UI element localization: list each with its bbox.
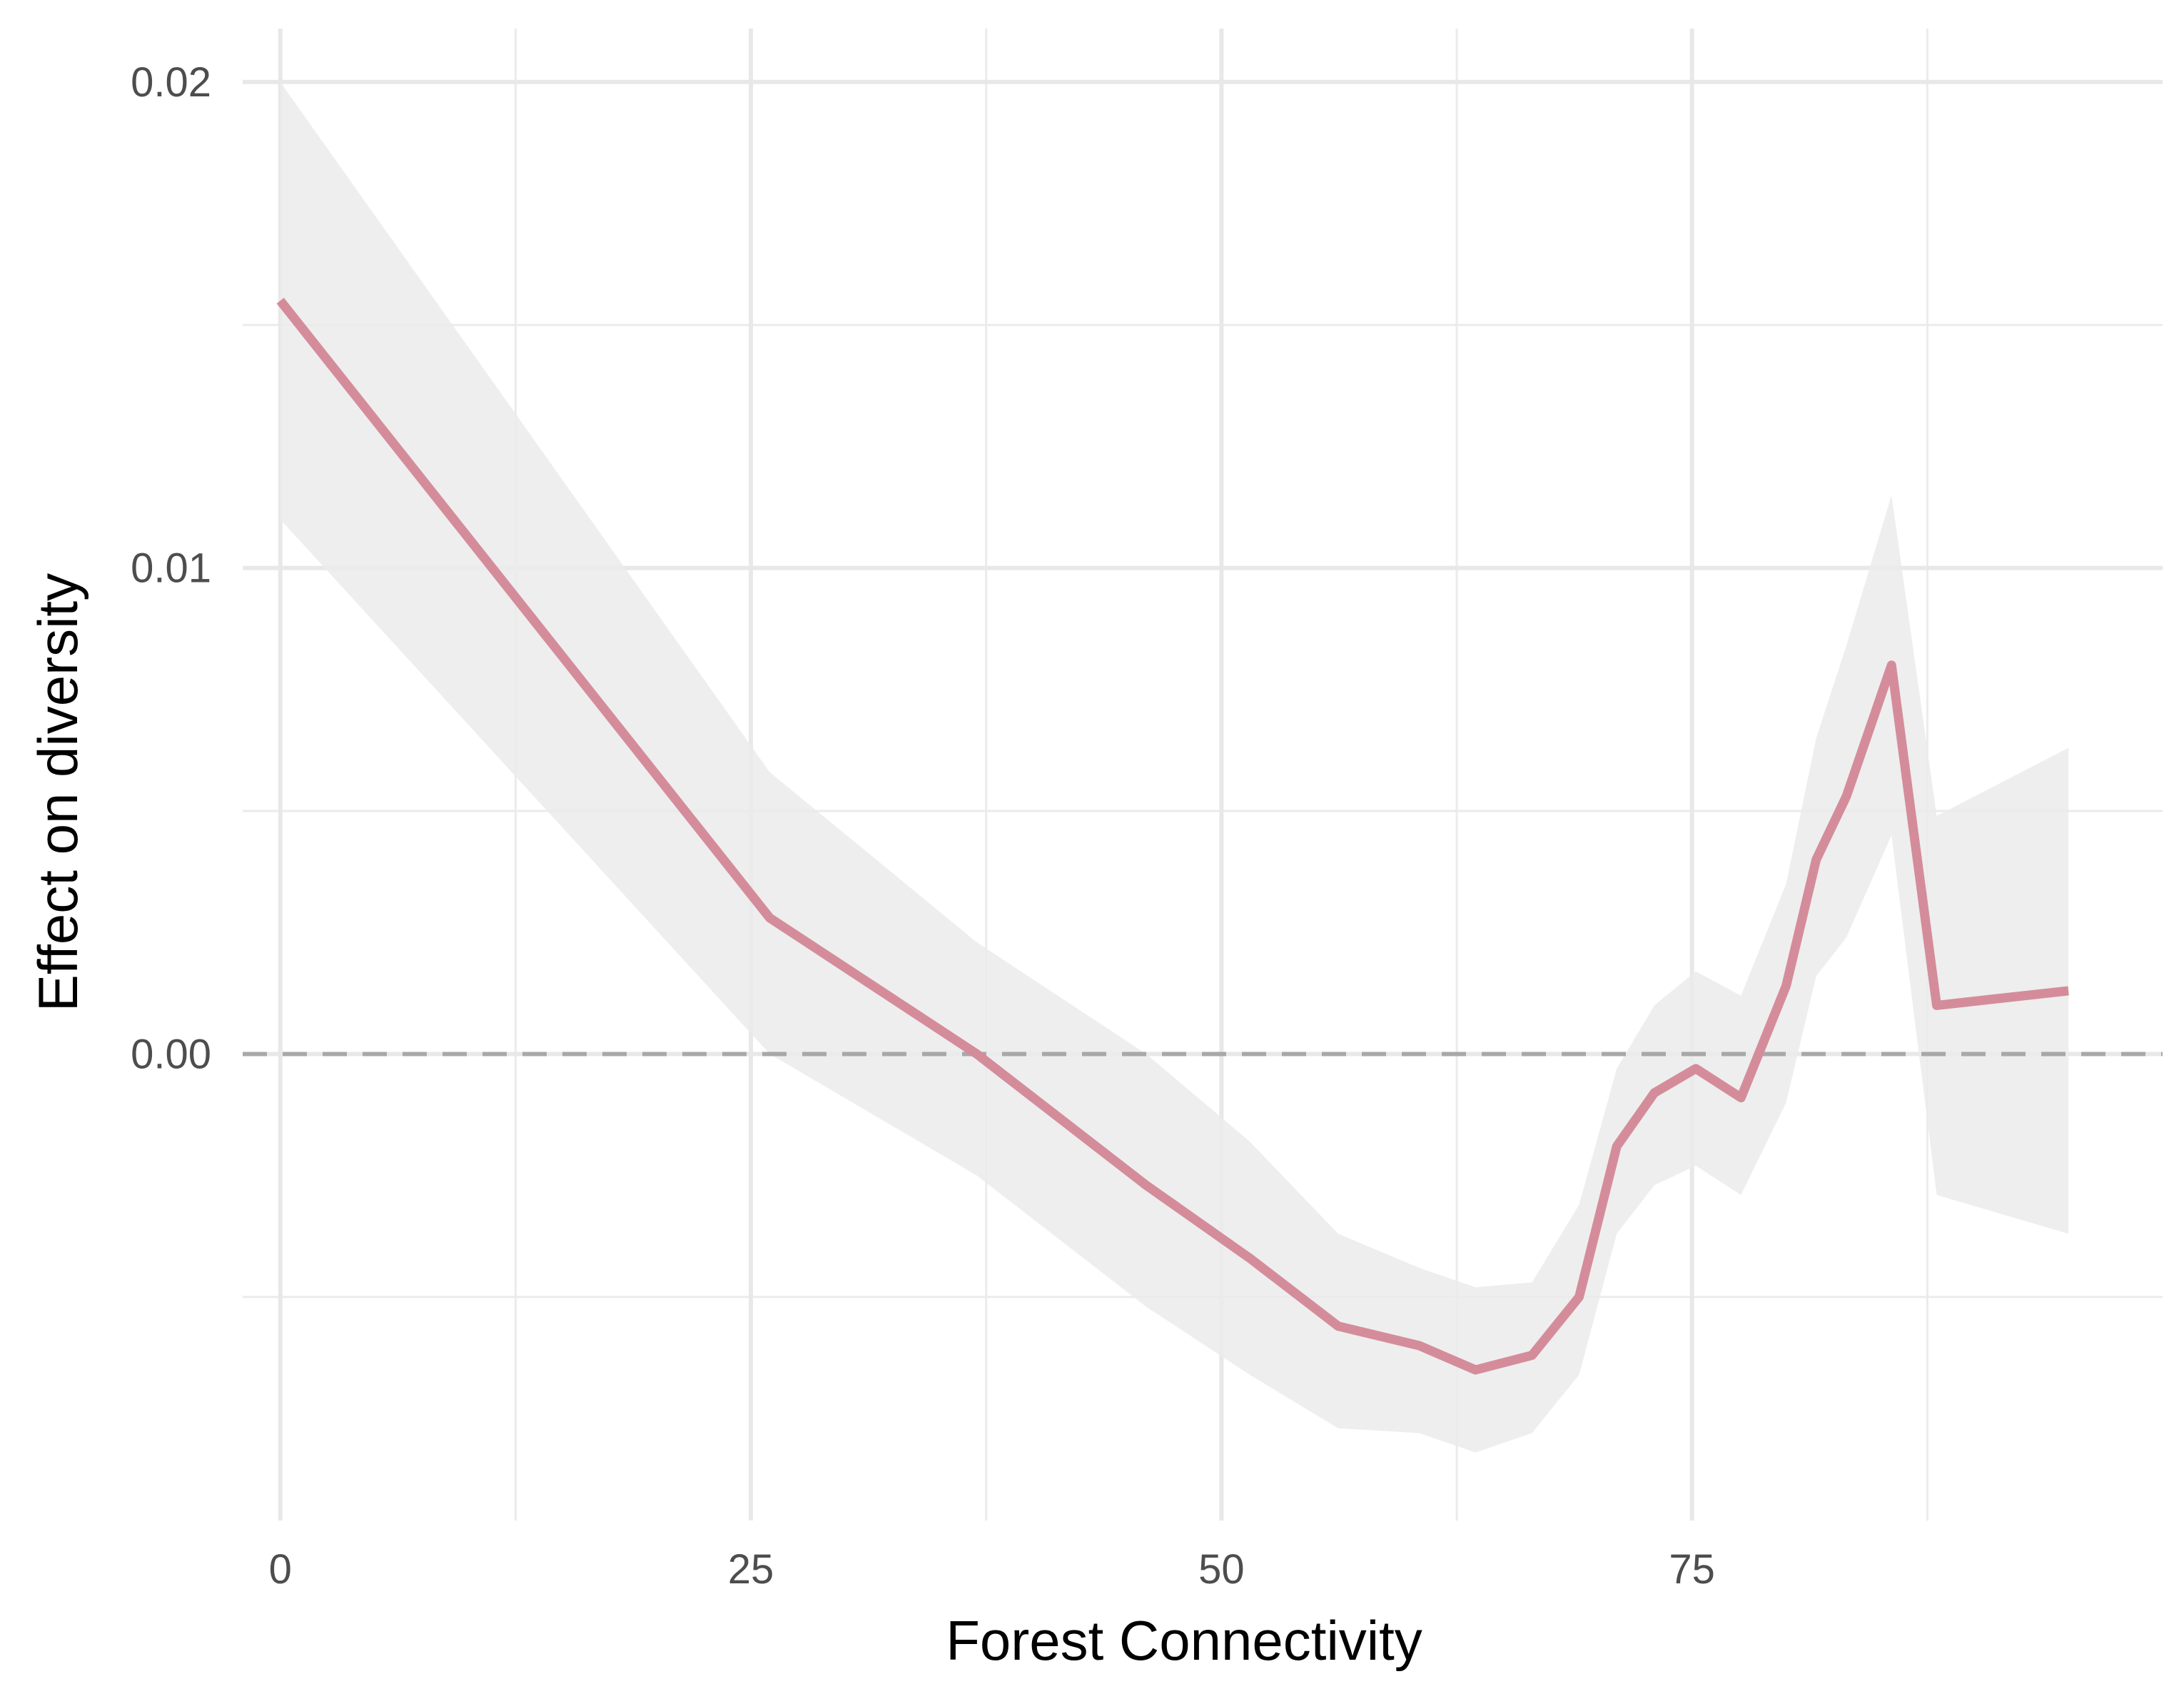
x-tick-label: 0 — [269, 1546, 292, 1593]
x-tick-label: 75 — [1669, 1546, 1715, 1593]
y-tick-label: 0.00 — [131, 1031, 211, 1077]
y-axis-title: Effect on diversity — [26, 573, 89, 1012]
y-tick-label: 0.02 — [131, 59, 211, 106]
x-axis-title: Forest Connectivity — [946, 1609, 1422, 1672]
x-tick-label: 25 — [728, 1546, 774, 1593]
y-tick-label: 0.01 — [131, 545, 211, 592]
x-tick-label: 50 — [1198, 1546, 1245, 1593]
